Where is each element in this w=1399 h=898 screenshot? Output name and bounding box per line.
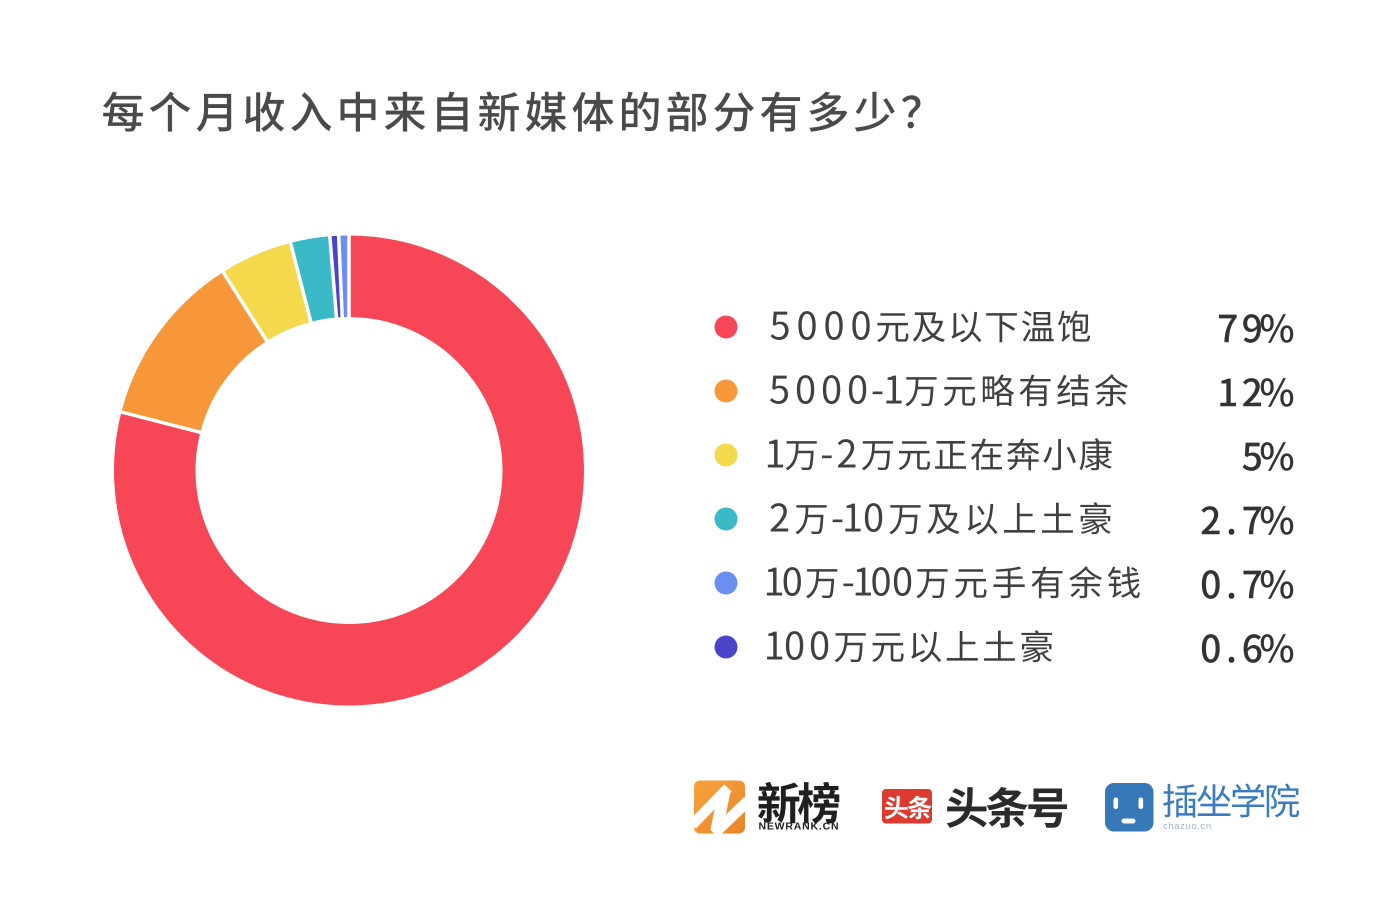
svg-text:NEWRANK.CN: NEWRANK.CN [759, 821, 840, 833]
svg-text:chazuo.cn: chazuo.cn [1163, 821, 1212, 832]
